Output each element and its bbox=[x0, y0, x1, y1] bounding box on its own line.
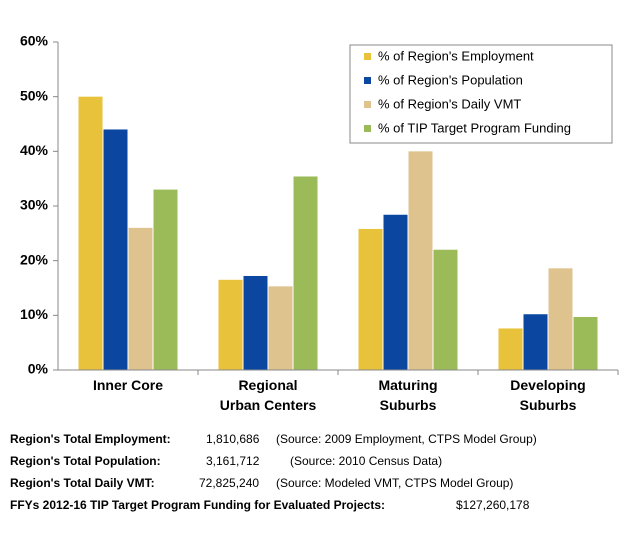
legend-swatch bbox=[364, 77, 371, 84]
legend-swatch bbox=[364, 125, 371, 132]
bar bbox=[523, 314, 548, 370]
note-source: (Source: Modeled VMT, CTPS Model Group) bbox=[276, 476, 513, 490]
y-tick-label: 40% bbox=[20, 142, 49, 158]
note-source: (Source: 2009 Employment, CTPS Model Gro… bbox=[276, 432, 537, 446]
note-label: Region's Total Daily VMT: bbox=[10, 476, 155, 490]
note-value: 3,161,712 bbox=[206, 454, 260, 468]
bar bbox=[358, 228, 383, 370]
note-value: 1,810,686 bbox=[206, 432, 260, 446]
legend-label: % of Region's Population bbox=[378, 72, 523, 87]
x-tick-label: Inner Core bbox=[93, 377, 163, 393]
legend-box bbox=[349, 44, 613, 144]
bar bbox=[548, 268, 573, 370]
y-tick-label: 50% bbox=[20, 87, 49, 103]
bar bbox=[383, 214, 408, 370]
y-tick-label: 30% bbox=[20, 197, 49, 213]
bar bbox=[103, 129, 128, 370]
legend-label: % of Region's Daily VMT bbox=[378, 96, 521, 111]
legend-swatch bbox=[364, 53, 371, 60]
x-tick-label: Developing Suburbs bbox=[510, 377, 585, 413]
bar bbox=[243, 275, 268, 370]
x-tick-label-line: Suburbs bbox=[520, 397, 577, 413]
x-tick-label-line: Urban Centers bbox=[220, 397, 317, 413]
note-label: Region's Total Population: bbox=[10, 454, 161, 468]
x-tick-label-line: Developing bbox=[510, 377, 585, 393]
bar bbox=[293, 176, 318, 370]
bar bbox=[78, 96, 103, 371]
bar bbox=[433, 249, 458, 370]
x-tick-label-line: Regional bbox=[238, 377, 297, 393]
bar bbox=[408, 151, 433, 370]
bar bbox=[573, 316, 598, 370]
note-label: Region's Total Employment: bbox=[10, 432, 171, 446]
bar bbox=[153, 189, 178, 370]
legend-swatch bbox=[364, 101, 371, 108]
x-tick-label-line: Inner Core bbox=[93, 377, 163, 393]
x-tick-label-line: Suburbs bbox=[380, 397, 437, 413]
x-tick-label: Regional Urban Centers bbox=[220, 377, 317, 413]
bar bbox=[128, 227, 153, 370]
y-tick-label: 0% bbox=[28, 361, 49, 377]
x-tick-label: Maturing Suburbs bbox=[378, 377, 437, 413]
bar bbox=[498, 328, 523, 370]
x-tick-label-line: Maturing bbox=[378, 377, 437, 393]
note-source: (Source: 2010 Census Data) bbox=[290, 454, 442, 468]
legend-label: % of TIP Target Program Funding bbox=[378, 120, 571, 135]
note-label: FFYs 2012-16 TIP Target Program Funding … bbox=[10, 498, 385, 512]
y-tick-label: 20% bbox=[20, 251, 49, 267]
legend-label: % of Region's Employment bbox=[378, 48, 534, 63]
bar bbox=[218, 279, 243, 370]
note-value: $127,260,178 bbox=[456, 498, 530, 512]
y-tick-label: 10% bbox=[20, 306, 49, 322]
bar bbox=[268, 286, 293, 370]
note-value: 72,825,240 bbox=[199, 476, 259, 490]
y-tick-label: 60% bbox=[20, 33, 49, 49]
